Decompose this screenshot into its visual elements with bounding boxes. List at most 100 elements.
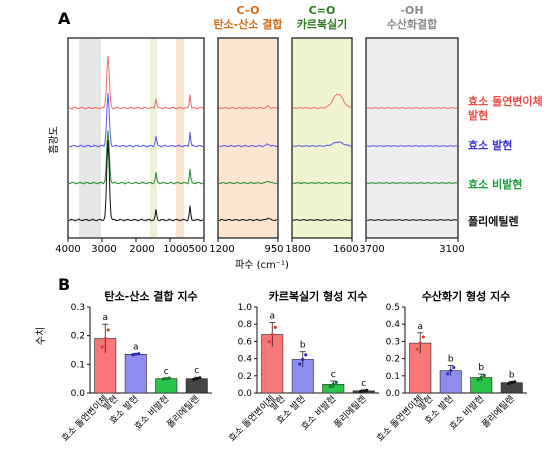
bar-dot-1-1-0	[298, 362, 302, 366]
panel-a-xlabel: 파수 (cm⁻¹)	[235, 259, 289, 271]
sig-letter-1-0: a	[269, 311, 275, 321]
bar-dot-1-1-2	[304, 353, 308, 357]
bar-dot-0-1-1	[134, 352, 138, 356]
bar-dot-1-3-2	[365, 388, 369, 392]
bar-dot-2-3-0	[507, 381, 511, 386]
bar-ytick-label-2-2: 0.2	[386, 355, 400, 365]
sig-letter-2-2: b	[478, 363, 484, 373]
tick-950: 950	[264, 244, 283, 255]
legend-enzyme: 효소 발현	[468, 138, 512, 152]
spectrum-ceqo-3	[292, 218, 352, 222]
bar-category-2-3-0: 폴리에틸렌	[480, 393, 517, 430]
spectrum-main-3	[68, 140, 204, 222]
zoom-oh-header-1: -OH	[400, 4, 423, 17]
legend-pe: 폴리에틸렌	[468, 214, 519, 228]
spectrum-oh-0	[366, 106, 458, 110]
bar-dot-2-0-2	[421, 335, 425, 339]
bar-dot-0-2-0	[161, 377, 165, 381]
bar-category-1-0-0: 효소 돌연변이체	[227, 393, 278, 444]
bar-category-0-3-0: 폴리에틸렌	[165, 393, 202, 430]
bar-dot-0-2-1	[164, 377, 168, 381]
bar-title-1: 카르복실기 형성 지수	[269, 289, 368, 303]
tick-1800: 1800	[285, 244, 310, 255]
bar-dot-2-1-2	[452, 365, 456, 370]
bar-dot-2-2-2	[482, 373, 486, 378]
zoom-ceqo-header-2: 카르복실기	[297, 17, 348, 31]
bar-dot-0-1-0	[131, 353, 135, 357]
tick-500: 500	[188, 244, 207, 255]
spectrum-oh-3	[366, 218, 458, 222]
legend: 효소 돌연변이체 발현 효소 발현 효소 비발현 폴리에틸렌	[468, 94, 543, 228]
spectrum-ceqo-0	[292, 93, 352, 110]
spectrum-main-1	[68, 93, 204, 148]
sig-letter-0-2: c	[164, 367, 169, 377]
bar-dot-2-2-1	[479, 375, 483, 380]
bar-dot-0-1-2	[137, 352, 141, 356]
bar-dot-1-2-2	[334, 380, 338, 384]
zoom-ceqo-header-1: C=O	[309, 4, 336, 17]
spectrum-oh-2	[366, 181, 458, 185]
sig-letter-2-1: b	[448, 354, 454, 364]
bar-dot-1-2-0	[328, 384, 332, 389]
bar-category-2-0-0: 효소 돌연변이체	[375, 393, 426, 444]
bar-category-0-0-0: 효소 돌연변이체	[60, 393, 111, 444]
spectrum-main-0	[68, 55, 204, 110]
bar-ytick-label-2-5: 0.5	[386, 303, 400, 313]
shade-oh-region	[79, 39, 101, 237]
spectrum-main-2	[68, 130, 204, 185]
bar-dot-1-3-1	[362, 389, 366, 393]
bar-dot-0-0-1	[103, 336, 107, 341]
panel-a: A C–O 탄소-산소 결합 C=O 카르복실기 -OH 수산화결합 흡광도 4…	[47, 4, 543, 271]
bar-dot-2-1-1	[449, 369, 453, 373]
bar-title-2: 수산화기 형성 지수	[422, 289, 511, 303]
panel-a-label: A	[58, 9, 71, 28]
bar-0-3	[185, 378, 208, 394]
sig-letter-1-2: c	[331, 370, 336, 380]
zoom-oh-frame	[365, 37, 459, 239]
bar-dot-2-3-2	[513, 380, 517, 384]
zoom-x-ticks: 1200 950 1800 1600 3700 3100	[209, 238, 465, 255]
spectrum-co-2	[218, 180, 278, 185]
sig-letter-2-3: b	[509, 370, 515, 380]
bar-dot-2-1-0	[446, 372, 450, 376]
bar-dot-1-2-1	[331, 382, 335, 386]
spectra-group	[68, 55, 458, 222]
spectrum-co-0	[218, 104, 278, 110]
bar-category-1-3-0: 폴리에틸렌	[332, 393, 369, 430]
tick-3000: 3000	[91, 244, 116, 255]
zoom-co-header-1: C–O	[237, 4, 260, 17]
legend-mutant-line2: 발현	[468, 108, 488, 122]
bar-dot-2-0-1	[418, 341, 422, 345]
bar-ytick-label-1-0: 0.0	[238, 389, 253, 399]
spectrum-co-1	[218, 143, 278, 148]
bar-dot-0-3-2	[198, 376, 202, 380]
bar-dot-0-3-1	[195, 377, 199, 381]
tick-1200: 1200	[209, 244, 234, 255]
spectrum-oh-1	[366, 144, 458, 148]
tick-1000: 1000	[163, 244, 188, 255]
sig-letter-0-3: c	[194, 366, 199, 376]
sig-letter-1-3: c	[361, 379, 366, 389]
bar-dot-1-1-1	[301, 357, 305, 362]
bar-ytick-label-2-3: 0.3	[386, 337, 400, 347]
bar-ytick-label-0-0: 0.0	[71, 389, 86, 399]
zoom-ceqo-frame	[291, 37, 353, 239]
shade-ceqo-region	[150, 39, 157, 237]
bar-dot-0-0-2	[106, 328, 110, 332]
spectrum-ceqo-2	[292, 181, 351, 185]
bar-ytick-label-0-3: 0.3	[71, 303, 85, 313]
bar-ytick-label-1-2: 0.4	[238, 355, 253, 365]
zoom-oh-header-2: 수산화결합	[387, 17, 438, 31]
bar-dot-1-0-1	[270, 332, 274, 337]
zoom-co-frame	[217, 37, 279, 239]
bar-0-2	[155, 378, 178, 394]
panel-a-ylabel: 흡광도	[47, 126, 60, 154]
panel-b-label: B	[58, 275, 70, 294]
bar-dot-0-0-0	[100, 345, 104, 349]
spectrum-co-3	[218, 217, 278, 222]
legend-no-enzyme: 효소 비발현	[468, 177, 522, 191]
bar-ytick-label-2-4: 0.4	[386, 320, 401, 330]
bar-dot-1-0-0	[267, 340, 271, 344]
